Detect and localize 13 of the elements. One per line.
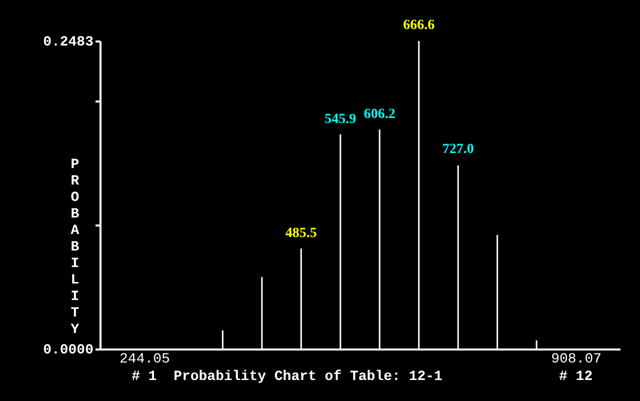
y-tick-label: 0.2483 bbox=[43, 34, 94, 50]
text: # 12 bbox=[558, 369, 593, 385]
text: PROBABILITY bbox=[70, 157, 80, 338]
text: # 1 bbox=[132, 369, 157, 385]
y-tick-label: 0.0000 bbox=[43, 342, 94, 358]
annotation: 666.6 bbox=[403, 18, 435, 33]
annotation: 545.9 bbox=[324, 112, 356, 127]
x-tick-label: 244.05 bbox=[120, 352, 170, 368]
text: Probability Chart of Table: 12-1 bbox=[174, 369, 442, 385]
annotation: 485.5 bbox=[285, 226, 317, 241]
x-tick-label: 908.07 bbox=[551, 352, 602, 368]
annotation: 727.0 bbox=[442, 142, 474, 157]
annotation: 606.2 bbox=[364, 106, 396, 122]
